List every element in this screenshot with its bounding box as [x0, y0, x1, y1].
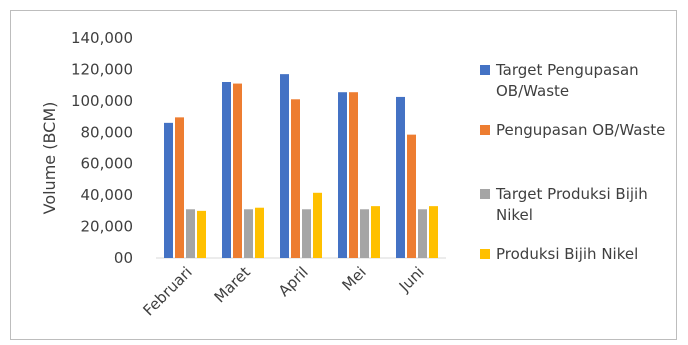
bar [338, 92, 347, 258]
bar [255, 207, 264, 258]
bar [371, 206, 380, 258]
bar [197, 210, 206, 258]
x-tick-label: Februari [139, 263, 195, 319]
x-tick-label: April [275, 263, 312, 300]
legend-swatch [480, 189, 490, 199]
y-tick-label: 00 [114, 249, 133, 267]
legend-label: Target Produksi Bijih [495, 185, 648, 203]
bar-group [164, 74, 438, 259]
legend-label: Nikel [496, 206, 533, 224]
y-tick-label: 120,000 [71, 60, 133, 78]
bar [233, 83, 242, 258]
legend-label: Pengupasan OB/Waste [496, 121, 665, 139]
bar [429, 206, 438, 258]
y-tick-labels: 00 20,000 40,000 60,000 80,000 100,000 120,000… [71, 29, 133, 267]
bar [280, 74, 289, 258]
y-tick-label: 20,000 [81, 218, 134, 236]
bar-chart: Volume (BCM) 00 20,000 40,000 60,000 80,000 1… [40, 29, 665, 320]
bar [244, 209, 253, 258]
x-tick-label: Maret [211, 263, 254, 306]
legend-swatch [480, 249, 490, 259]
legend: Target Pengupasan OB/Waste Pengupasan OB/W… [480, 61, 665, 263]
bar [418, 209, 427, 258]
y-axis-title: Volume (BCM) [40, 102, 59, 215]
legend-label: Target Pengupasan [495, 61, 639, 79]
bar [175, 117, 184, 258]
legend-swatch [480, 125, 490, 135]
x-tick-label: Mei [338, 263, 369, 294]
bar [186, 209, 195, 258]
bar [313, 192, 322, 258]
y-tick-label: 40,000 [81, 186, 134, 204]
bar [396, 96, 405, 258]
bar [407, 134, 416, 258]
y-tick-label: 60,000 [81, 155, 134, 173]
y-tick-label: 100,000 [71, 92, 133, 110]
chart-frame: Volume (BCM) 00 20,000 40,000 60,000 80,000 1… [10, 10, 677, 340]
legend-swatch [480, 65, 490, 75]
bar [349, 92, 358, 258]
legend-label: Produksi Bijih Nikel [496, 245, 638, 263]
bar [222, 82, 231, 258]
bar [164, 122, 173, 258]
legend-label: OB/Waste [496, 82, 569, 100]
y-tick-label: 140,000 [71, 29, 133, 47]
x-tick-label: Juni [395, 263, 428, 296]
bar [302, 209, 311, 258]
x-tick-labels: Februari Maret April Mei Juni [139, 263, 427, 319]
bar [291, 99, 300, 259]
bar [360, 209, 369, 258]
y-tick-label: 80,000 [81, 123, 134, 141]
